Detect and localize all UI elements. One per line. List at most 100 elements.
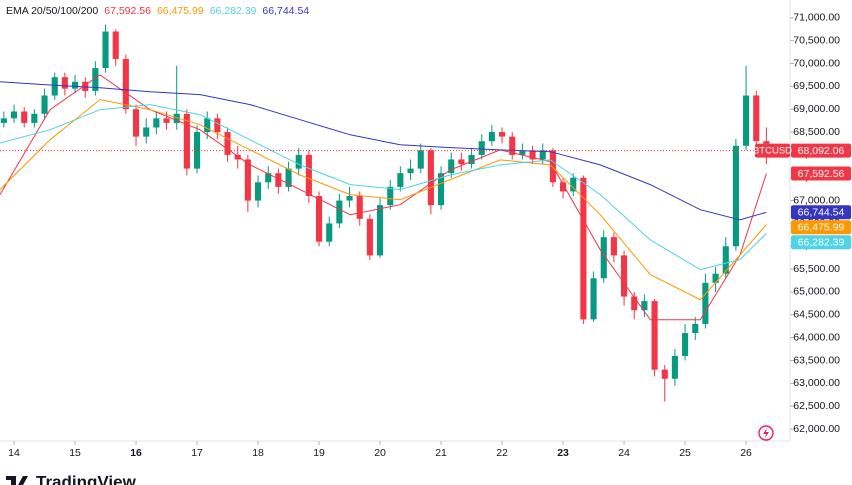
x-tick-label: 17 (191, 447, 203, 459)
candle-body (366, 218, 373, 256)
candle-body (143, 127, 150, 137)
candle-body (712, 273, 719, 283)
candle-body (214, 118, 221, 133)
candle-body (560, 182, 567, 192)
candle-body (692, 323, 699, 334)
y-tick-label: 65,500.00 (793, 263, 840, 275)
price-pill (791, 235, 851, 250)
candle-body (753, 95, 760, 142)
y-tick-label: 64,500.00 (793, 309, 840, 321)
candle-body (488, 132, 495, 142)
candle-body (458, 159, 465, 165)
y-tick-label: 69,500.00 (793, 80, 840, 92)
x-tick-label: 24 (618, 447, 630, 459)
price-pill (791, 220, 851, 235)
footer (0, 466, 852, 485)
candle-body (204, 118, 211, 133)
x-tick-label: 14 (8, 447, 20, 459)
y-tick-label: 70,000.00 (793, 57, 840, 69)
candle-body (254, 182, 262, 201)
candle-body (448, 159, 455, 174)
x-tick-label: 23 (557, 447, 569, 459)
y-tick-label: 63,500.00 (793, 354, 840, 366)
x-tick-label: 25 (679, 447, 691, 459)
alert-bolt (763, 428, 769, 438)
candle-body (651, 301, 658, 370)
candle-body (112, 31, 119, 59)
candle-body (590, 278, 597, 320)
y-tick-label: 62,500.00 (793, 400, 840, 412)
candle-body (41, 95, 48, 114)
candle-body (305, 154, 312, 197)
candle-body (326, 223, 333, 242)
candle-body (122, 58, 129, 110)
y-tick-label: 70,500.00 (793, 34, 840, 46)
candle-body (82, 81, 89, 91)
candle-body (702, 282, 709, 324)
candle-body (102, 31, 109, 69)
y-tick-label: 63,000.00 (793, 377, 840, 389)
price-pill (791, 143, 851, 158)
candle-body (478, 141, 485, 155)
candle-body (346, 196, 353, 201)
candle-body (397, 173, 404, 187)
candle-body (163, 118, 170, 123)
candle-body (21, 111, 28, 123)
candle-body (610, 237, 617, 256)
candle-body (732, 145, 739, 247)
ema-line (0, 74, 767, 321)
candle-body (682, 333, 689, 356)
candle-body (743, 95, 750, 146)
candle-body (234, 154, 241, 160)
x-tick-label: 21 (435, 447, 447, 459)
legend-value: 66,744.54 (262, 5, 309, 17)
price-pill-label: 66,744.54 (798, 207, 845, 219)
y-tick-label: 64,000.00 (793, 331, 840, 343)
candle-body (661, 369, 668, 379)
candle-body (580, 177, 587, 320)
candle-body (427, 150, 434, 206)
candle-body (641, 301, 648, 311)
candle-body (529, 150, 536, 160)
ema-line (0, 104, 767, 271)
candle-body (10, 111, 18, 119)
candle-body (132, 109, 140, 137)
brand-logo (6, 476, 28, 485)
candle-body (407, 168, 414, 174)
candle-body (499, 132, 506, 137)
candle-body (92, 68, 99, 91)
legend-value: 66,282.39 (210, 5, 257, 17)
candle-body (631, 296, 638, 311)
candle-body (183, 113, 190, 169)
candle-body (0, 118, 7, 123)
axes: 62,000.00 62,500.00 63,000.00 63,500.00 64,0… (6, 5, 851, 459)
candle-body (600, 237, 607, 279)
price-pill (791, 205, 851, 220)
candle-body (438, 173, 445, 206)
candle-body (417, 150, 424, 169)
candle-body (224, 132, 231, 155)
candle-body (244, 159, 251, 201)
candle-body (519, 150, 526, 155)
candle-body (173, 113, 180, 123)
x-tick-label: 26 (740, 447, 752, 459)
x-tick-label: 16 (130, 447, 142, 459)
candle-body (51, 77, 58, 96)
x-tick-label: 22 (496, 447, 508, 459)
legend-value: 67,592.56 (104, 5, 151, 17)
candle-body (275, 173, 282, 187)
brand-name: TradingView (36, 472, 137, 485)
candle-body (356, 196, 363, 219)
candle-body (509, 136, 516, 155)
candle-body (376, 205, 384, 256)
candle-body (295, 154, 302, 169)
candle-body (193, 132, 201, 169)
x-tick-label: 20 (374, 447, 386, 459)
symbol-pill-label: BTCUSD (753, 146, 792, 157)
price-pill-label: 68,092.06 (798, 145, 845, 157)
candle-body (71, 81, 79, 89)
alert-icon[interactable] (758, 425, 774, 441)
candle-body (61, 77, 68, 89)
